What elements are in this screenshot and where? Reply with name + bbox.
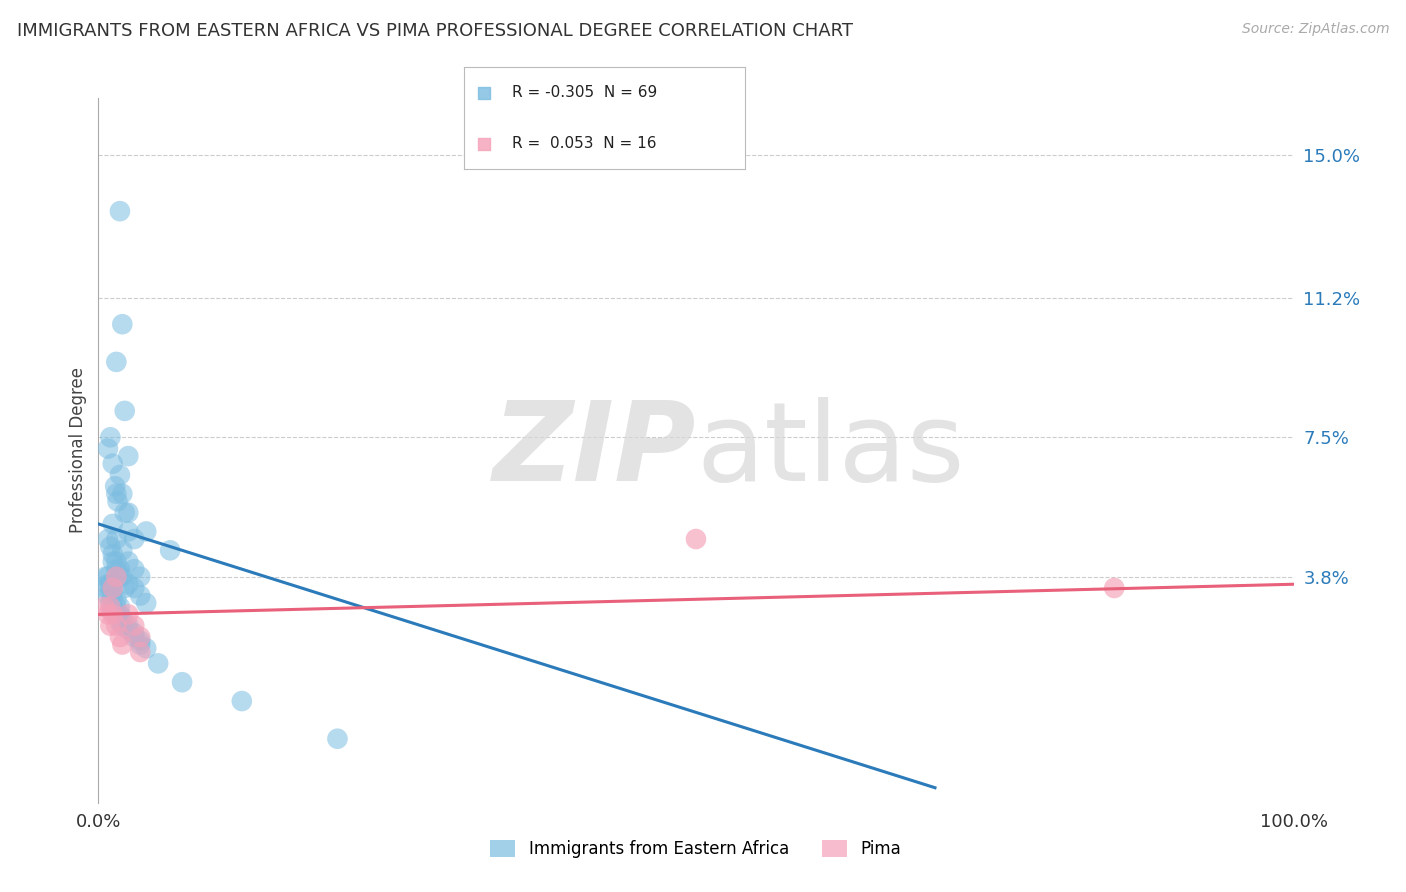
Point — [94, 581, 117, 595]
Point — [124, 562, 146, 576]
Point — [105, 599, 128, 614]
Point — [108, 615, 131, 629]
Point — [101, 555, 124, 569]
Point — [101, 607, 124, 622]
Point — [231, 694, 253, 708]
Point — [111, 638, 134, 652]
Point — [472, 86, 495, 100]
Point — [135, 524, 157, 539]
Point — [94, 570, 117, 584]
Point — [105, 487, 128, 501]
Point — [117, 524, 139, 539]
Point — [105, 570, 128, 584]
Point — [98, 584, 122, 599]
Text: R =  0.053  N = 16: R = 0.053 N = 16 — [512, 136, 657, 152]
Point — [108, 467, 131, 482]
Point — [124, 618, 146, 632]
Point — [97, 532, 120, 546]
Point — [105, 355, 128, 369]
Point — [101, 516, 124, 531]
Point — [114, 506, 136, 520]
Point — [124, 532, 146, 546]
Point — [97, 607, 120, 622]
Point — [117, 506, 139, 520]
Point — [105, 555, 128, 569]
Point — [111, 611, 134, 625]
Point — [135, 596, 157, 610]
Point — [107, 494, 129, 508]
Point — [117, 623, 139, 637]
Point — [129, 638, 152, 652]
Point — [98, 599, 122, 614]
Point — [472, 136, 495, 151]
Text: R = -0.305  N = 69: R = -0.305 N = 69 — [512, 85, 657, 100]
Text: IMMIGRANTS FROM EASTERN AFRICA VS PIMA PROFESSIONAL DEGREE CORRELATION CHART: IMMIGRANTS FROM EASTERN AFRICA VS PIMA P… — [17, 22, 853, 40]
Point — [148, 657, 170, 671]
Point — [105, 607, 128, 622]
Point — [104, 479, 127, 493]
Point — [101, 604, 124, 618]
Point — [117, 555, 139, 569]
Point — [108, 630, 131, 644]
Point — [98, 618, 122, 632]
Text: atlas: atlas — [696, 397, 965, 504]
Point — [124, 581, 146, 595]
Point — [93, 599, 115, 614]
Text: Source: ZipAtlas.com: Source: ZipAtlas.com — [1241, 22, 1389, 37]
Point — [97, 577, 120, 591]
Point — [98, 577, 122, 591]
Point — [114, 404, 136, 418]
Point — [105, 532, 128, 546]
Point — [108, 562, 131, 576]
Point — [101, 592, 124, 607]
Point — [326, 731, 349, 746]
Point — [129, 589, 152, 603]
Point — [97, 570, 120, 584]
Point — [135, 641, 157, 656]
Legend: Immigrants from Eastern Africa, Pima: Immigrants from Eastern Africa, Pima — [484, 833, 908, 865]
Point — [172, 675, 194, 690]
Point — [108, 204, 131, 219]
Point — [97, 589, 120, 603]
Point — [101, 547, 124, 561]
Point — [117, 618, 139, 632]
Point — [108, 599, 131, 614]
Text: ZIP: ZIP — [492, 397, 696, 504]
Point — [108, 607, 131, 622]
Point — [685, 532, 707, 546]
Point — [117, 607, 139, 622]
Point — [111, 543, 134, 558]
Point — [105, 562, 128, 576]
Point — [1104, 581, 1126, 595]
Point — [159, 543, 181, 558]
Point — [101, 581, 124, 595]
Point — [105, 618, 128, 632]
Point — [129, 645, 152, 659]
Point — [114, 581, 136, 595]
Point — [124, 626, 146, 640]
Point — [111, 570, 134, 584]
Y-axis label: Professional Degree: Professional Degree — [69, 368, 87, 533]
Point — [101, 457, 124, 471]
Point — [117, 449, 139, 463]
Point — [98, 540, 122, 554]
Point — [129, 630, 152, 644]
Point — [111, 487, 134, 501]
Point — [117, 577, 139, 591]
Point — [98, 596, 122, 610]
Point — [97, 442, 120, 456]
Point — [111, 618, 134, 632]
Point — [101, 584, 124, 599]
Point — [124, 630, 146, 644]
Point — [129, 570, 152, 584]
Point — [111, 317, 134, 331]
Point — [105, 592, 128, 607]
Point — [98, 430, 122, 444]
Point — [129, 633, 152, 648]
Point — [108, 570, 131, 584]
